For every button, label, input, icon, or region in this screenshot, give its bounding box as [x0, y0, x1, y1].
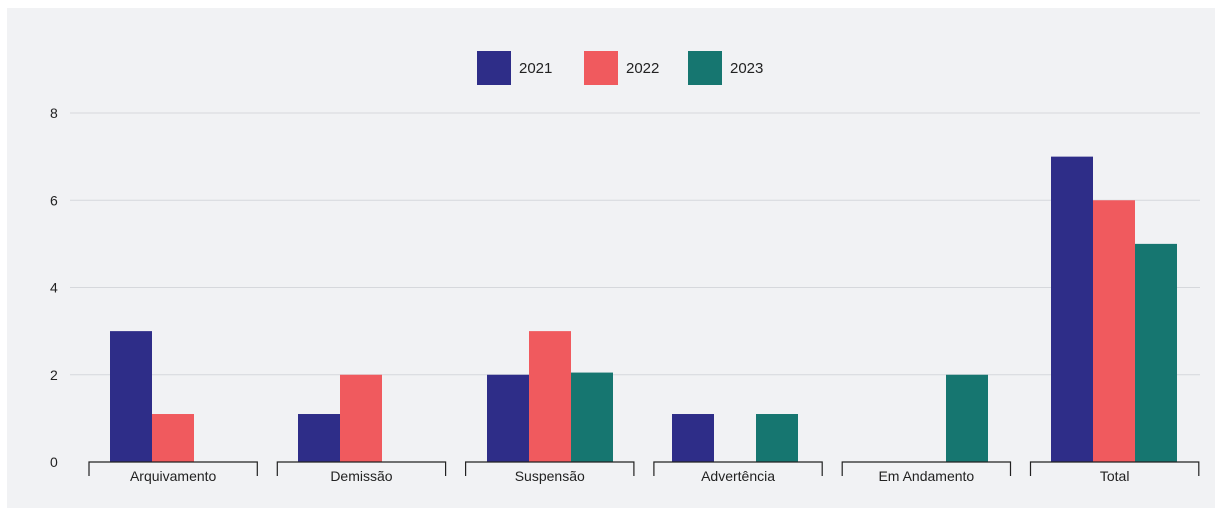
y-tick-label: 0 — [50, 454, 58, 470]
category-axis-segment: Demissão — [276, 461, 447, 484]
category-axis-segment: Total — [1029, 461, 1200, 484]
x-axis: Arquivamento Demissão Suspensão Advertência… — [88, 461, 1200, 484]
bar-2023-advertência[interactable] — [756, 414, 798, 462]
legend-swatch — [584, 51, 618, 85]
bar-2022-total[interactable] — [1093, 200, 1135, 462]
y-tick-label: 8 — [50, 105, 58, 121]
bar-2021-arquivamento[interactable] — [110, 331, 152, 462]
x-category-label: Demissão — [330, 468, 392, 484]
category-axis-segment: Arquivamento — [88, 461, 258, 484]
y-axis-ticks: 0 2 4 6 8 — [50, 105, 58, 470]
legend-item-2023[interactable]: 2023 — [688, 51, 763, 85]
bar-2022-demissão[interactable] — [340, 374, 382, 462]
y-tick-label: 2 — [50, 367, 58, 383]
x-category-label: Total — [1100, 468, 1130, 484]
bar-2021-demissão[interactable] — [298, 414, 340, 462]
legend-item-2022[interactable]: 2022 — [584, 51, 659, 85]
legend-swatch — [477, 51, 511, 85]
bar-2023-em-andamento[interactable] — [946, 374, 988, 462]
x-category-label: Advertência — [701, 468, 775, 484]
category-axis-segment: Em Andamento — [841, 461, 1012, 484]
legend-label: 2022 — [626, 60, 659, 77]
bar-2021-total[interactable] — [1051, 156, 1093, 462]
bar-2022-suspensão[interactable] — [529, 331, 571, 462]
legend-item-2021[interactable]: 2021 — [477, 51, 552, 85]
x-category-label: Arquivamento — [130, 468, 217, 484]
bar-2023-total[interactable] — [1135, 243, 1177, 462]
legend[interactable]: 2021 2022 2023 — [477, 51, 763, 85]
bars — [110, 156, 1177, 462]
bar-2022-arquivamento[interactable] — [152, 414, 194, 462]
y-tick-label: 4 — [50, 280, 58, 296]
x-category-label: Em Andamento — [878, 468, 974, 484]
x-category-label: Suspensão — [515, 468, 585, 484]
bar-2021-suspensão[interactable] — [487, 374, 529, 462]
legend-swatch — [688, 51, 722, 85]
y-tick-label: 6 — [50, 192, 58, 208]
category-axis-segment: Advertência — [653, 461, 823, 484]
bar-2021-advertência[interactable] — [672, 414, 714, 462]
legend-label: 2023 — [730, 60, 763, 77]
legend-label: 2021 — [519, 60, 552, 77]
category-axis-segment: Suspensão — [465, 461, 635, 484]
bar-2023-suspensão[interactable] — [571, 372, 613, 462]
gridlines — [70, 112, 1200, 376]
